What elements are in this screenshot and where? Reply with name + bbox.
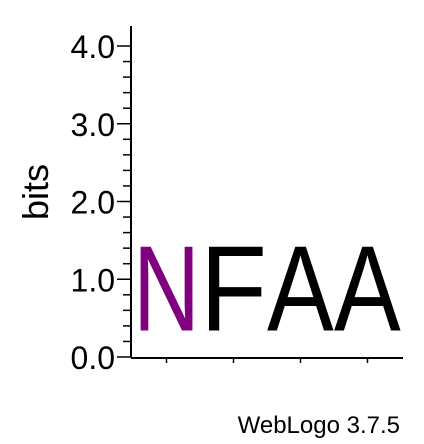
logo-letter-n: N <box>133 220 200 356</box>
y-tick-label: 4.0 <box>71 29 115 65</box>
logo-letter-a: A <box>267 220 334 356</box>
y-tick-label: 3.0 <box>71 107 115 143</box>
y-tick-label: 1.0 <box>71 262 115 298</box>
y-tick-label: 0.0 <box>71 340 115 376</box>
y-axis-label: bits <box>15 164 56 220</box>
y-tick-label: 2.0 <box>71 185 115 221</box>
x-axis <box>131 357 403 363</box>
y-axis: 0.0 1.0 2.0 3.0 4.0 <box>71 26 132 376</box>
logo-letter-f: F <box>200 220 267 356</box>
logo-letter-a: A <box>334 220 401 356</box>
weblogo-version: WebLogo 3.7.5 <box>237 412 400 439</box>
